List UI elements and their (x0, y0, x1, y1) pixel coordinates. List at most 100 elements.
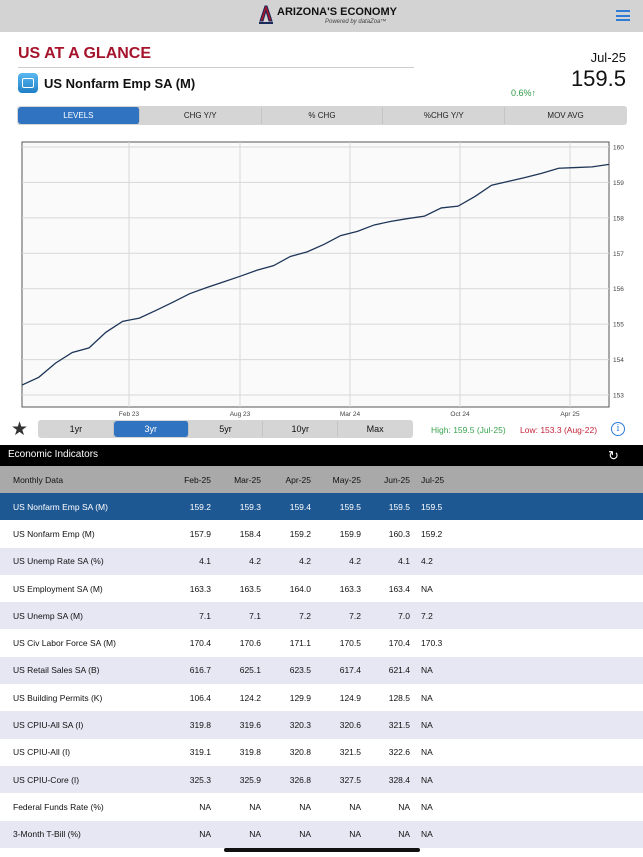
table-row[interactable]: US Nonfarm Emp SA (M) 159.2 159.3 159.4 159.… (0, 493, 643, 521)
table-row[interactable]: US Building Permits (K) 106.4 124.2 129.9 12… (0, 684, 643, 711)
table-row[interactable]: US Nonfarm Emp (M) 157.9 158.4 159.2 159.9 16… (0, 520, 643, 547)
table-row[interactable]: US Civ Labor Force SA (M) 170.4 170.6 171.1… (0, 629, 643, 656)
cell: 7.1 (199, 610, 211, 621)
tab-mov-avg[interactable]: MOV AVG (547, 111, 584, 120)
table-row[interactable]: 3-Month T-Bill (%) NA NA NA NA NA NA (0, 820, 643, 848)
cell: Apr-25 (285, 474, 311, 485)
home-indicator[interactable] (224, 848, 420, 852)
series-name[interactable]: US Nonfarm Emp SA (M) (44, 76, 196, 91)
cell: NA (249, 801, 261, 812)
range-5yr[interactable]: 5yr (189, 421, 264, 437)
table-row[interactable]: US CPIU-Core (I) 325.3 325.9 326.8 327.5 328.… (0, 765, 643, 794)
range-1yr[interactable]: 1yr (39, 421, 114, 437)
indicators-table: Monthly Data Feb-25 Mar-25 Apr-25 May-25 Jun-… (0, 466, 643, 848)
cell: 321.5 (339, 747, 361, 758)
cell: 163.5 (239, 583, 261, 594)
line-chart: 153 154 155 156 157 158 159 160 Feb 23 Aug 23 Mar … (21, 141, 624, 418)
row-label: Monthly Data (13, 474, 64, 485)
y-tick-label: 159 (613, 180, 624, 187)
range-3yr[interactable]: 3yr (113, 421, 189, 437)
cell: 170.6 (239, 638, 261, 649)
cell: 4.1 (398, 556, 410, 567)
row-label: US Unemp Rate SA (%) (13, 556, 104, 567)
table-row[interactable]: US Employment SA (M) 163.3 163.5 164.0 163.3… (0, 575, 643, 602)
cell: 319.1 (189, 747, 211, 758)
cell: 319.6 (239, 720, 261, 731)
indicators-header: Economic Indicators ↻ (0, 445, 643, 466)
cell: NA (349, 829, 361, 840)
row-label: US Unemp SA (M) (13, 610, 83, 621)
cell: 159.2 (189, 501, 211, 512)
cell: 158.4 (239, 528, 261, 539)
change-indicator: 0.6%↑ (511, 88, 537, 98)
low-value: Low: 153.3 (Aug-22) (520, 425, 598, 435)
cell: 7.0 (398, 610, 410, 621)
y-tick-label: 153 (613, 393, 624, 400)
x-tick-label: Apr 25 (560, 411, 580, 418)
cell: 319.8 (189, 720, 211, 731)
row-label: 3-Month T-Bill (%) (13, 829, 81, 840)
row-label: US Nonfarm Emp (M) (13, 528, 95, 539)
row-label: US Retail Sales SA (B) (13, 665, 100, 676)
cell: 4.2 (249, 556, 261, 567)
cell: 157.9 (189, 528, 211, 539)
cell: NA (421, 774, 433, 785)
table-row[interactable]: US Unemp Rate SA (%) 4.1 4.2 4.2 4.2 4.1 4.2 (0, 547, 643, 575)
cell: Mar-25 (234, 474, 261, 485)
cell: 321.5 (388, 720, 410, 731)
powered-by: Powered by dataZoa™ (325, 19, 387, 25)
cell: Jul-25 (421, 474, 445, 485)
row-label: Federal Funds Rate (%) (13, 801, 104, 812)
cell: NA (299, 829, 311, 840)
divider (18, 67, 414, 68)
cell: NA (398, 829, 410, 840)
cell: 163.3 (189, 583, 211, 594)
series-icon[interactable] (18, 73, 38, 93)
y-tick-label: 158 (613, 215, 624, 222)
row-label: US CPIU-All (I) (13, 747, 71, 758)
hamburger-menu-icon[interactable] (616, 10, 630, 21)
tab-pct-chg[interactable]: % CHG (262, 107, 384, 124)
star-icon[interactable]: ★ (11, 419, 29, 440)
tab-pct-chg-yy[interactable]: %CHG Y/Y (383, 107, 506, 124)
refresh-icon[interactable]: ↻ (608, 448, 619, 463)
cell: 159.5 (339, 501, 361, 512)
cell: 171.1 (289, 638, 311, 649)
row-label: US Building Permits (K) (13, 692, 103, 703)
y-tick-label: 154 (613, 357, 624, 364)
cell: NA (421, 665, 433, 676)
x-tick-label: Aug 23 (230, 411, 251, 418)
cell: 325.3 (189, 774, 211, 785)
table-row[interactable]: US CPIU-All SA (I) 319.8 319.6 320.3 320.6 32… (0, 711, 643, 739)
tab-levels[interactable]: LEVELS (18, 107, 140, 124)
cell: 320.3 (289, 720, 311, 731)
x-tick-label: Mar 24 (340, 411, 361, 418)
tab-chg-yy[interactable]: CHG Y/Y (140, 107, 262, 124)
range-max[interactable]: Max (366, 424, 384, 434)
info-icon[interactable]: i (611, 422, 625, 436)
row-label: US Employment SA (M) (13, 583, 103, 594)
table-row[interactable]: Federal Funds Rate (%) NA NA NA NA NA NA (0, 793, 643, 820)
table-row[interactable]: US Retail Sales SA (B) 616.7 625.1 623.5 617… (0, 656, 643, 685)
cell: 163.3 (339, 583, 361, 594)
plot-area (21, 141, 610, 408)
cell: 129.9 (289, 692, 311, 703)
cell: 621.4 (388, 665, 410, 676)
page-title: US AT A GLANCE (18, 45, 152, 62)
table-row[interactable]: US CPIU-All (I) 319.1 319.8 320.8 321.5 322.6… (0, 739, 643, 766)
latest-value: 159.5 (570, 66, 626, 91)
row-label: US CPIU-Core (I) (13, 774, 80, 785)
cell: 4.1 (199, 556, 211, 567)
cell: NA (421, 801, 433, 812)
table-row[interactable]: US Unemp SA (M) 7.1 7.1 7.2 7.2 7.0 7.2 (0, 602, 643, 630)
cell: 124.2 (239, 692, 261, 703)
cell: 319.8 (239, 747, 261, 758)
range-10yr[interactable]: 10yr (263, 421, 339, 437)
cell: May-25 (332, 474, 361, 485)
high-value: High: 159.5 (Jul-25) (431, 425, 506, 435)
app-header: ARIZONA'S ECONOMY Powered by dataZoa™ (0, 0, 643, 32)
cell: 159.3 (239, 501, 261, 512)
arizona-logo (259, 5, 273, 24)
y-tick-label: 160 (613, 145, 624, 152)
cell: NA (421, 583, 433, 594)
